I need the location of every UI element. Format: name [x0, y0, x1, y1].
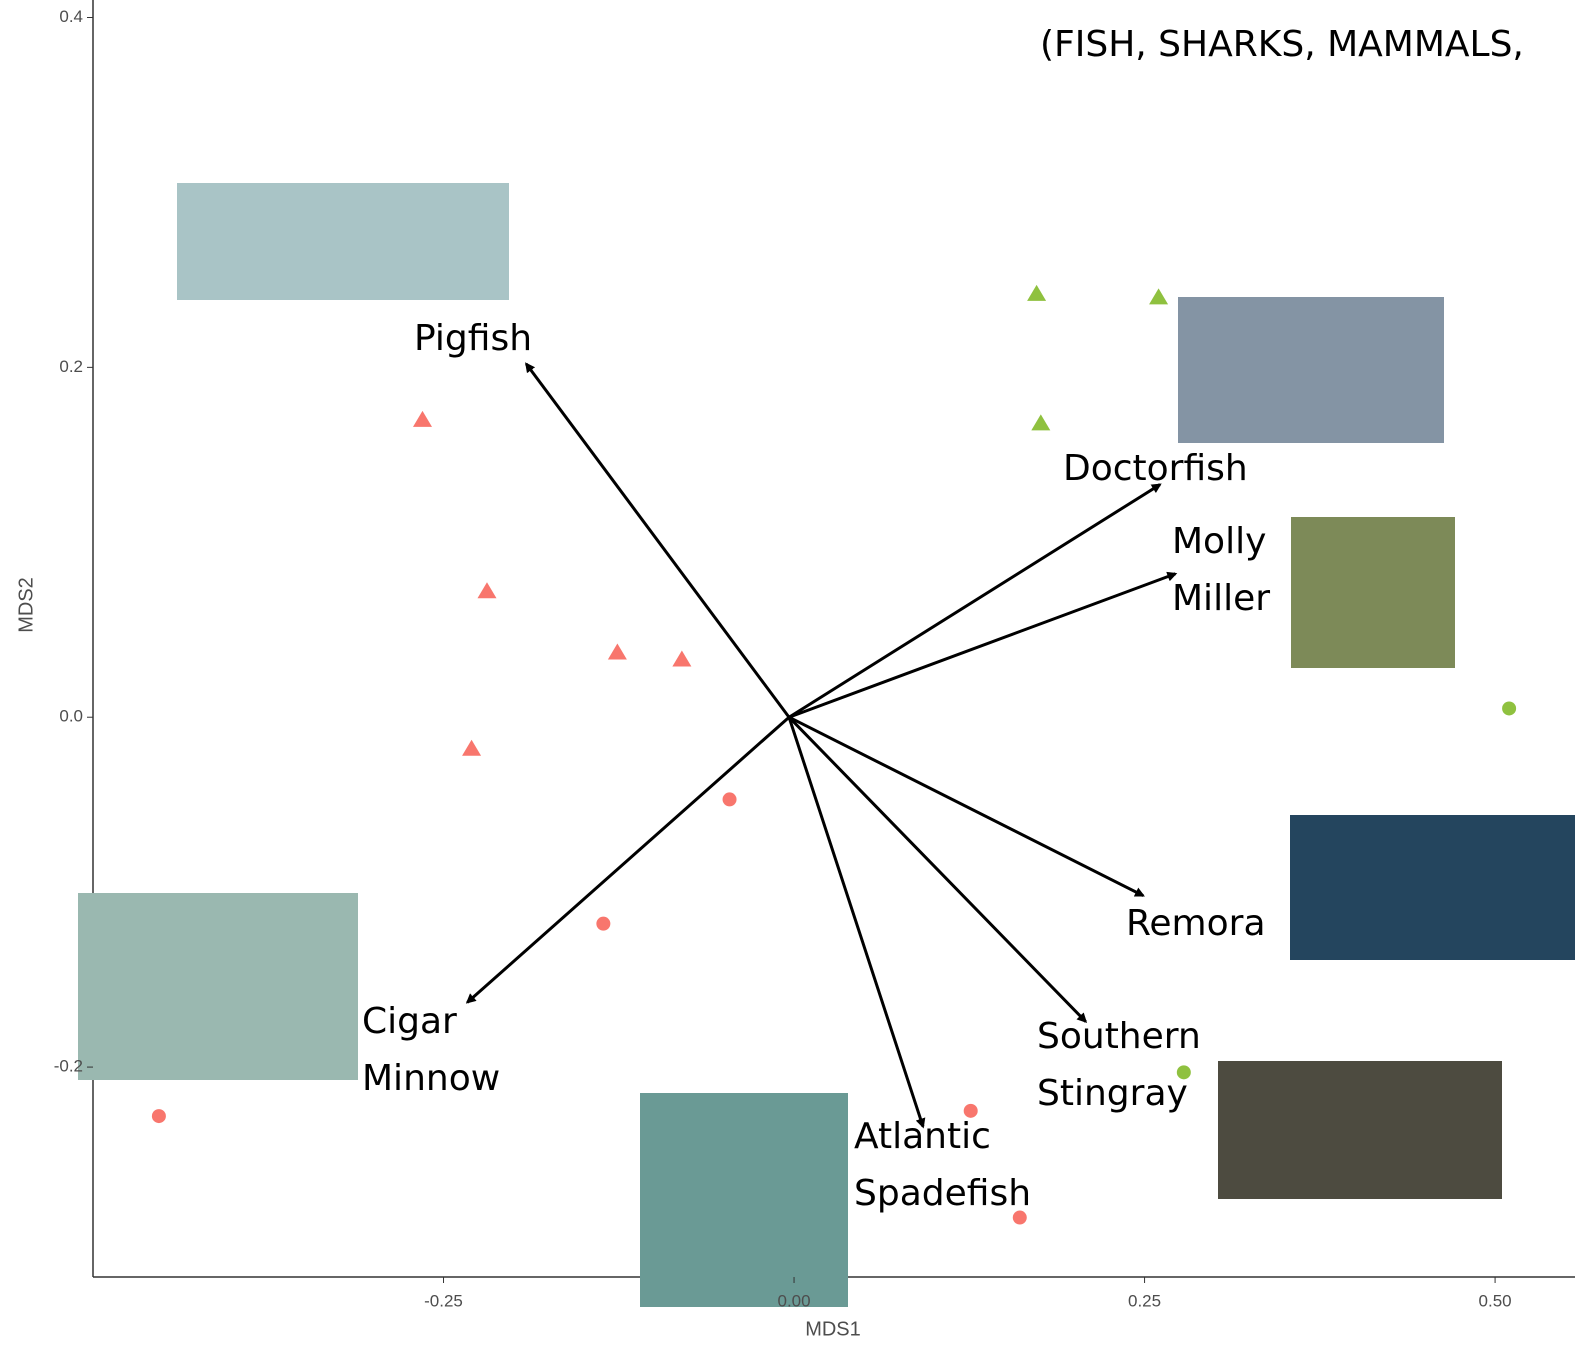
- photo: [640, 1093, 848, 1307]
- vector-arrow: [787, 716, 926, 1129]
- point: [1176, 1065, 1191, 1080]
- annotation: (FISH, SHARKS, MAMMALS,: [1040, 24, 1524, 65]
- photo: [1218, 1061, 1502, 1199]
- vector-label: Southern Stingray: [1037, 1016, 1201, 1114]
- point: [722, 792, 737, 807]
- photo: [1290, 815, 1575, 960]
- photo: [78, 893, 358, 1080]
- point: [1502, 701, 1517, 716]
- point: [1149, 288, 1169, 305]
- vector-arrow: [788, 715, 1145, 897]
- x-tick-label: 0.00: [777, 1291, 810, 1310]
- x-tick-label: 0.50: [1479, 1291, 1512, 1310]
- point: [607, 643, 627, 660]
- y-tick-label: 0.0: [59, 707, 83, 726]
- point: [151, 1109, 166, 1124]
- vector-label: Remora: [1126, 903, 1266, 944]
- vector-arrow: [788, 483, 1162, 719]
- vector-label: Cigar Minnow: [362, 1001, 501, 1099]
- photo: [1291, 517, 1455, 668]
- vector-label: Atlantic Spadefish: [854, 1116, 1032, 1214]
- y-tick-label: -0.2: [54, 1057, 83, 1076]
- point: [672, 650, 692, 667]
- vector-arrow: [787, 716, 1088, 1024]
- vector-arrow: [465, 716, 791, 1004]
- point: [412, 410, 432, 427]
- point: [477, 582, 497, 599]
- point: [1031, 414, 1051, 431]
- x-tick-label: -0.25: [424, 1291, 463, 1310]
- x-tick-label: 0.25: [1128, 1291, 1161, 1310]
- x-axis-title: MDS1: [805, 1318, 861, 1340]
- y-tick-label: 0.4: [59, 7, 83, 26]
- vector-label: Molly Miller: [1172, 521, 1271, 619]
- point: [596, 916, 611, 931]
- point: [1012, 1210, 1027, 1225]
- vector-label: Doctorfish: [1063, 448, 1248, 489]
- y-tick-label: 0.2: [59, 357, 83, 376]
- vector-arrow: [525, 362, 791, 719]
- point: [963, 1103, 978, 1118]
- photo: [177, 183, 509, 300]
- vector-arrow: [788, 571, 1178, 719]
- point: [462, 739, 482, 756]
- vector-label: Pigfish: [414, 318, 533, 359]
- photo: [1178, 297, 1444, 443]
- y-axis-title: MDS2: [15, 577, 37, 633]
- point: [1027, 284, 1047, 301]
